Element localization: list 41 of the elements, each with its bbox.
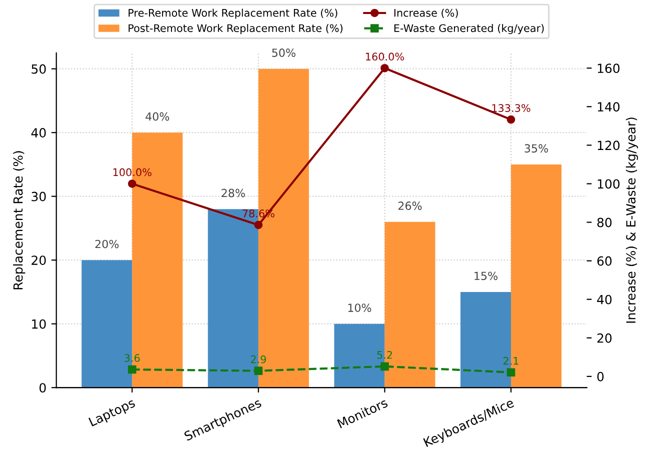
y-tick-label: 30 [32, 192, 46, 202]
y-tick-label: 10 [32, 319, 46, 329]
y-tick-label: 20 [32, 256, 46, 266]
point [506, 115, 516, 124]
y2-tick-label: 140 [598, 102, 620, 112]
y2-tick-label: 80 [597, 218, 612, 228]
point [380, 64, 389, 72]
point [128, 180, 136, 188]
data-label: 15% [474, 272, 498, 280]
y2-tick-label: 100 [598, 179, 620, 189]
legend-label: E-Waste Generated (kg/year) [394, 24, 544, 34]
legend-label: Post-Remote Work Replacement Rate (%) [128, 24, 342, 34]
point [254, 366, 263, 376]
y2-tick-label: 40 [597, 294, 612, 304]
data-label: 10% [348, 304, 372, 312]
y2-tick-label: 0 [597, 372, 604, 382]
data-label: 35% [524, 144, 548, 153]
point [506, 368, 516, 377]
y-axis-title: Replacement Rate (%) [13, 151, 26, 290]
y-tick-label: 40 [31, 128, 46, 138]
data-label: 133.3% [492, 104, 530, 112]
data-label: 50% [272, 48, 296, 57]
point [380, 362, 389, 371]
data-label: 2.1 [503, 356, 518, 365]
data-label: 20% [95, 240, 119, 248]
point [254, 220, 263, 230]
legend-label: Increase (%) [394, 8, 458, 18]
point [128, 365, 136, 374]
y2-tick-label: 60 [597, 256, 612, 266]
data-label: 28% [222, 188, 245, 198]
data-label: 160.0% [366, 52, 404, 61]
y2-tick-label: 20 [597, 333, 612, 343]
y2-axis-title: Increase (%) & E-Waste (kg/year) [626, 118, 638, 323]
y-tick-label: 0 [40, 383, 46, 393]
y2-tick-label: 120 [598, 140, 620, 150]
data-label: 26% [398, 202, 422, 210]
y-tick-label: 50 [32, 64, 46, 74]
data-label: 78.6% [242, 210, 274, 218]
data-label: 40% [146, 112, 170, 121]
legend-label: Pre-Remote Work Replacement Rate (%) [128, 8, 338, 19]
y2-tick-label: 160 [598, 64, 620, 74]
